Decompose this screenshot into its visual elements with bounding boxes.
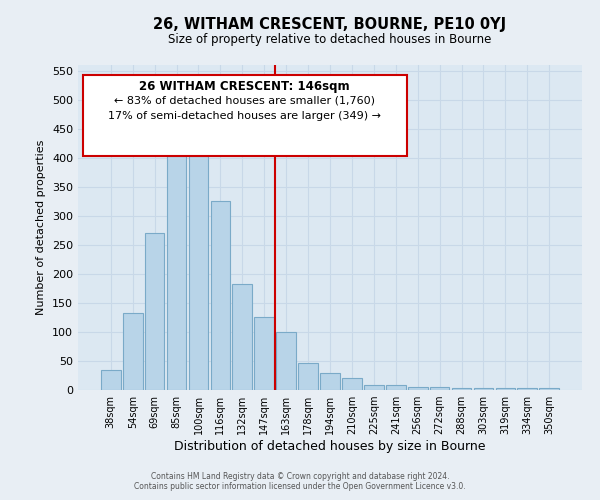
Bar [211,202,230,390]
Bar [101,370,121,390]
Bar [517,388,537,390]
Bar [386,386,406,390]
Bar [167,138,187,390]
Text: 26, WITHAM CRESCENT, BOURNE, PE10 0YJ: 26, WITHAM CRESCENT, BOURNE, PE10 0YJ [154,18,506,32]
Bar [276,332,296,390]
FancyBboxPatch shape [83,74,407,156]
Text: Contains public sector information licensed under the Open Government Licence v3: Contains public sector information licen… [134,482,466,491]
Text: 17% of semi-detached houses are larger (349) →: 17% of semi-detached houses are larger (… [108,111,382,121]
Bar [188,155,208,390]
Text: ← 83% of detached houses are smaller (1,760): ← 83% of detached houses are smaller (1,… [114,96,376,106]
Text: Size of property relative to detached houses in Bourne: Size of property relative to detached ho… [169,32,491,46]
Bar [123,313,143,390]
Bar [430,387,449,390]
Bar [539,388,559,390]
Bar [473,388,493,390]
Bar [232,284,252,390]
X-axis label: Distribution of detached houses by size in Bourne: Distribution of detached houses by size … [174,440,486,453]
Bar [320,372,340,390]
Bar [254,318,274,390]
Bar [408,387,428,390]
Text: 26 WITHAM CRESCENT: 146sqm: 26 WITHAM CRESCENT: 146sqm [139,80,350,92]
Bar [364,386,384,390]
Bar [342,378,362,390]
Bar [145,234,164,390]
Bar [298,364,318,390]
Bar [452,388,472,390]
Y-axis label: Number of detached properties: Number of detached properties [37,140,46,315]
Text: Contains HM Land Registry data © Crown copyright and database right 2024.: Contains HM Land Registry data © Crown c… [151,472,449,481]
Bar [496,388,515,390]
